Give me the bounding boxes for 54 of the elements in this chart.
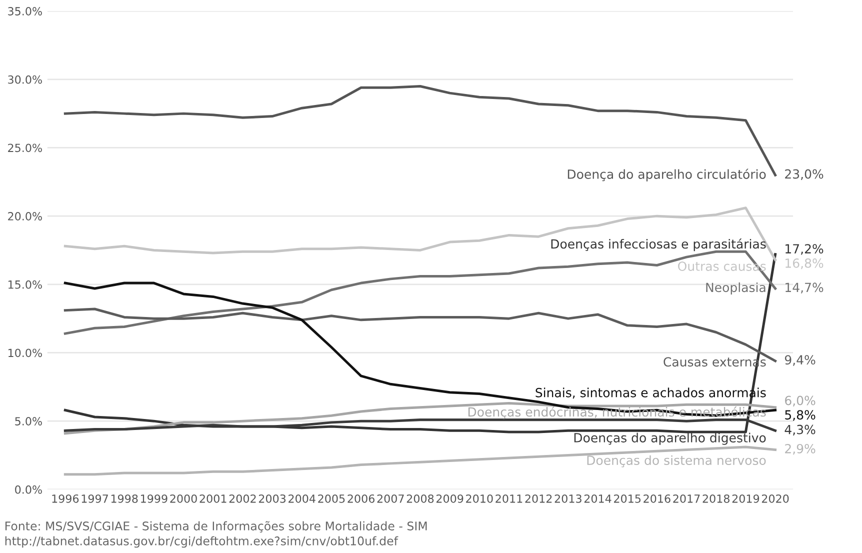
x-tick-label: 2011: [496, 494, 522, 503]
x-tick-label: 2002: [229, 494, 256, 503]
series-label: Doenças do aparelho digestivo: [574, 432, 766, 445]
line-series: [64, 250, 777, 335]
y-tick-label: 5.0%: [15, 417, 42, 426]
x-tick-label: 2017: [673, 494, 700, 503]
x-tick-label: 2019: [732, 494, 760, 503]
x-tick-label: 2015: [614, 494, 641, 503]
x-tick-label: 2018: [702, 494, 730, 503]
x-tick-label: 2006: [348, 494, 374, 503]
x-tick-label: 2000: [170, 494, 197, 503]
x-tick-label: 2020: [762, 494, 789, 503]
x-tick-label: 1996: [52, 494, 79, 503]
data-label: 2,9%: [785, 444, 816, 455]
data-label: 9,4%: [784, 355, 816, 366]
x-tick-label: 1998: [111, 494, 138, 503]
line-series: [64, 253, 777, 434]
x-tick-label: 2016: [644, 494, 670, 503]
x-tick-label: 2008: [406, 494, 434, 503]
y-tick-label: 25.0%: [8, 144, 42, 152]
series-label: Doença do aparelho circulatório: [568, 168, 766, 182]
x-tick-label: 2012: [525, 494, 552, 503]
text: http://tabnet.datasus.gov.br/cgi/deftohtm.exe?sim/cnv/obt10uf.def: [5, 536, 398, 548]
y-tick-label: 10.0%: [8, 348, 42, 358]
x-tick-label: 2005: [318, 494, 345, 503]
line-series: [64, 282, 777, 417]
source-note: Fonte: MS/SVS/CGIAE - Sistema de Informações sobre Mortalidade - SIM: [5, 521, 427, 533]
line-series: [64, 446, 777, 476]
data-label: 5,8%: [785, 410, 816, 421]
data-label: 17,2%: [786, 244, 824, 255]
x-tick-label: 1997: [82, 494, 108, 503]
data-label: 16,8%: [786, 258, 824, 270]
x-tick-label: 1999: [141, 494, 168, 503]
data-label: 6,0%: [785, 396, 816, 406]
x-tick-label: 2013: [554, 494, 582, 503]
x-tick-label: 2014: [584, 494, 612, 503]
y-tick-label: 30.0%: [8, 75, 42, 84]
x-tick-label: 2009: [436, 494, 464, 503]
y-tick-label: 0.0%: [15, 485, 42, 494]
line-series: [64, 206, 777, 262]
series-label: Neoplasia: [706, 282, 766, 295]
data-label: 14,7%: [786, 282, 824, 294]
y-tick-label: 20.0%: [8, 212, 42, 220]
series-label: Doenças infecciosas e parasitárias: [551, 238, 766, 252]
series-label: Doenças do sistema nervoso: [587, 455, 766, 468]
y-tick-label: 35.0%: [8, 7, 42, 16]
data-label: 4,3%: [784, 424, 816, 436]
x-tick-label: 2007: [377, 494, 404, 503]
x-tick-label: 2010: [466, 494, 493, 503]
x-tick-label: 2003: [258, 494, 286, 503]
y-tick-label: 15.0%: [8, 280, 42, 289]
data-label: 23,0%: [785, 169, 824, 180]
x-tick-label: 2001: [200, 494, 226, 503]
x-tick-label: 2004: [288, 494, 316, 503]
